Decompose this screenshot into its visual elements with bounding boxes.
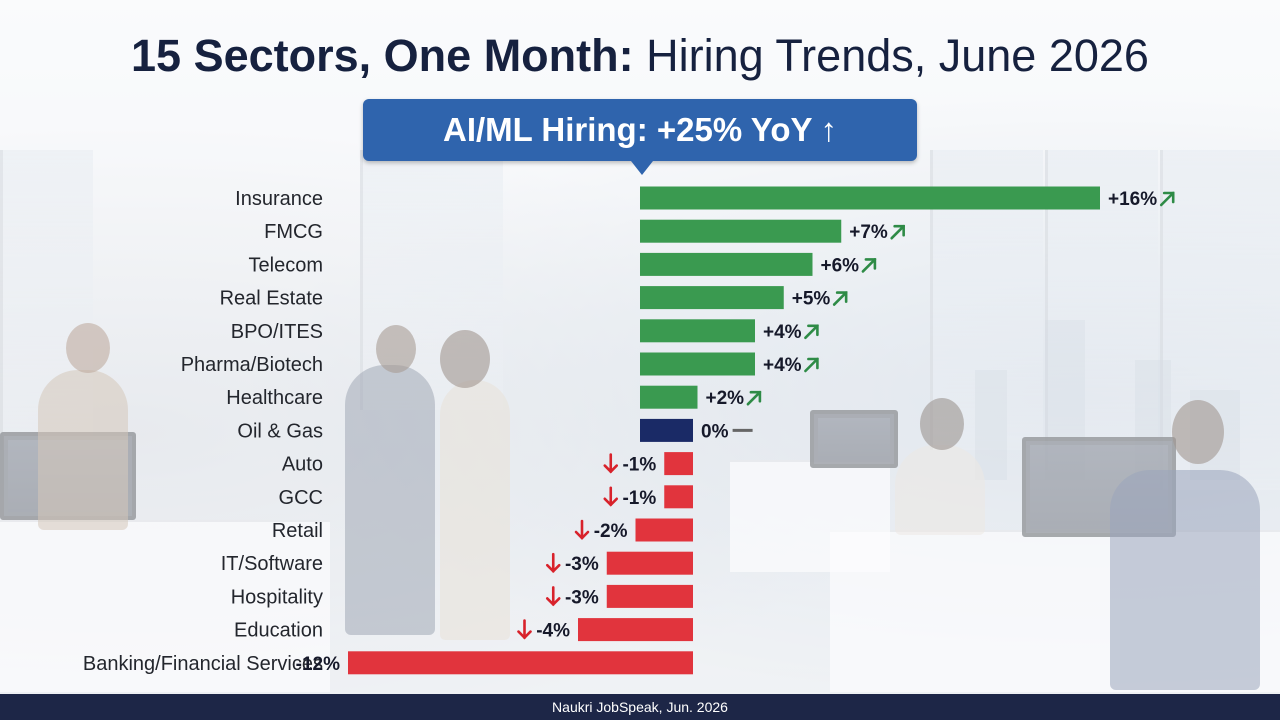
category-label-auto: Auto bbox=[282, 454, 323, 476]
up-arrow-icon bbox=[861, 258, 877, 273]
value-label-it-software: -3% bbox=[565, 554, 599, 575]
down-arrow-icon bbox=[603, 486, 619, 507]
ai-ml-callout: AI/ML Hiring: +25% YoY ↑ bbox=[363, 99, 917, 175]
title-regular-part: Hiring Trends, June 2026 bbox=[646, 30, 1149, 81]
category-label-telecom: Telecom bbox=[249, 254, 323, 276]
bar-it-software bbox=[606, 551, 693, 575]
bar-insurance bbox=[640, 186, 1100, 210]
value-label-banking-financial-services: -12% bbox=[296, 654, 340, 675]
chart-title: 15 Sectors, One Month: Hiring Trends, Ju… bbox=[0, 30, 1280, 82]
down-arrow-icon bbox=[545, 552, 561, 574]
value-label-hospitality: -3% bbox=[565, 587, 599, 608]
up-arrow-icon bbox=[890, 224, 905, 240]
down-arrow-icon bbox=[517, 619, 532, 640]
category-label-hospitality: Hospitality bbox=[231, 586, 323, 608]
up-arrow-icon bbox=[1159, 191, 1175, 207]
value-label-fmcg: +7% bbox=[849, 222, 888, 243]
bar-oil-gas bbox=[640, 418, 693, 442]
down-arrow-icon bbox=[574, 519, 590, 540]
bar-education bbox=[578, 618, 693, 642]
bar-healthcare bbox=[640, 385, 698, 409]
bar-bpo-ites bbox=[640, 319, 755, 343]
bar-gcc bbox=[664, 485, 693, 509]
bar-retail bbox=[635, 518, 693, 542]
category-label-pharma-biotech: Pharma/Biotech bbox=[181, 354, 323, 376]
callout-text: AI/ML Hiring: +25% YoY bbox=[443, 111, 813, 148]
footer-bar: Naukri JobSpeak, Jun. 2026 bbox=[0, 694, 1280, 720]
value-label-retail: -2% bbox=[594, 521, 628, 542]
bar-pharma-biotech bbox=[640, 352, 755, 376]
up-arrow-icon bbox=[746, 390, 762, 406]
category-label-education: Education bbox=[234, 620, 323, 642]
category-label-healthcare: Healthcare bbox=[226, 387, 323, 409]
bar-fmcg bbox=[640, 219, 842, 243]
value-label-insurance: +16% bbox=[1108, 189, 1157, 210]
up-arrow-icon bbox=[832, 291, 848, 306]
bar-banking-financial-services bbox=[348, 651, 693, 675]
value-label-auto: -1% bbox=[622, 455, 656, 476]
source-note: Naukri JobSpeak, Jun. 2026 bbox=[552, 699, 728, 715]
category-label-retail: Retail bbox=[272, 520, 323, 542]
category-label-real-estate: Real Estate bbox=[220, 288, 323, 310]
category-label-banking-financial-services: Banking/Financial Services bbox=[83, 653, 323, 675]
category-label-it-software: IT/Software bbox=[221, 553, 323, 575]
category-label-fmcg: FMCG bbox=[264, 221, 323, 243]
value-label-real-estate: +5% bbox=[792, 289, 831, 310]
category-label-insurance: Insurance bbox=[235, 188, 323, 210]
bar-auto bbox=[664, 452, 693, 476]
value-label-bpo-ites: +4% bbox=[763, 322, 802, 343]
category-label-oil-gas: Oil & Gas bbox=[237, 420, 323, 442]
down-arrow-icon bbox=[603, 453, 619, 474]
down-arrow-icon bbox=[545, 586, 561, 607]
value-label-oil-gas: 0% bbox=[701, 421, 729, 442]
up-arrow-icon bbox=[804, 324, 819, 340]
bar-real-estate bbox=[640, 286, 784, 310]
title-bold-part: 15 Sectors, One Month: bbox=[131, 30, 634, 81]
value-label-education: -4% bbox=[536, 621, 570, 642]
value-label-telecom: +6% bbox=[821, 255, 860, 276]
bar-telecom bbox=[640, 252, 813, 276]
category-label-bpo-ites: BPO/ITES bbox=[231, 321, 323, 343]
up-arrow-icon: ↑ bbox=[820, 111, 838, 148]
value-label-gcc: -1% bbox=[622, 488, 656, 509]
category-label-gcc: GCC bbox=[279, 487, 323, 509]
value-label-healthcare: +2% bbox=[706, 388, 745, 409]
up-arrow-icon bbox=[804, 357, 819, 373]
bar-hospitality bbox=[606, 584, 693, 608]
value-label-pharma-biotech: +4% bbox=[763, 355, 802, 376]
